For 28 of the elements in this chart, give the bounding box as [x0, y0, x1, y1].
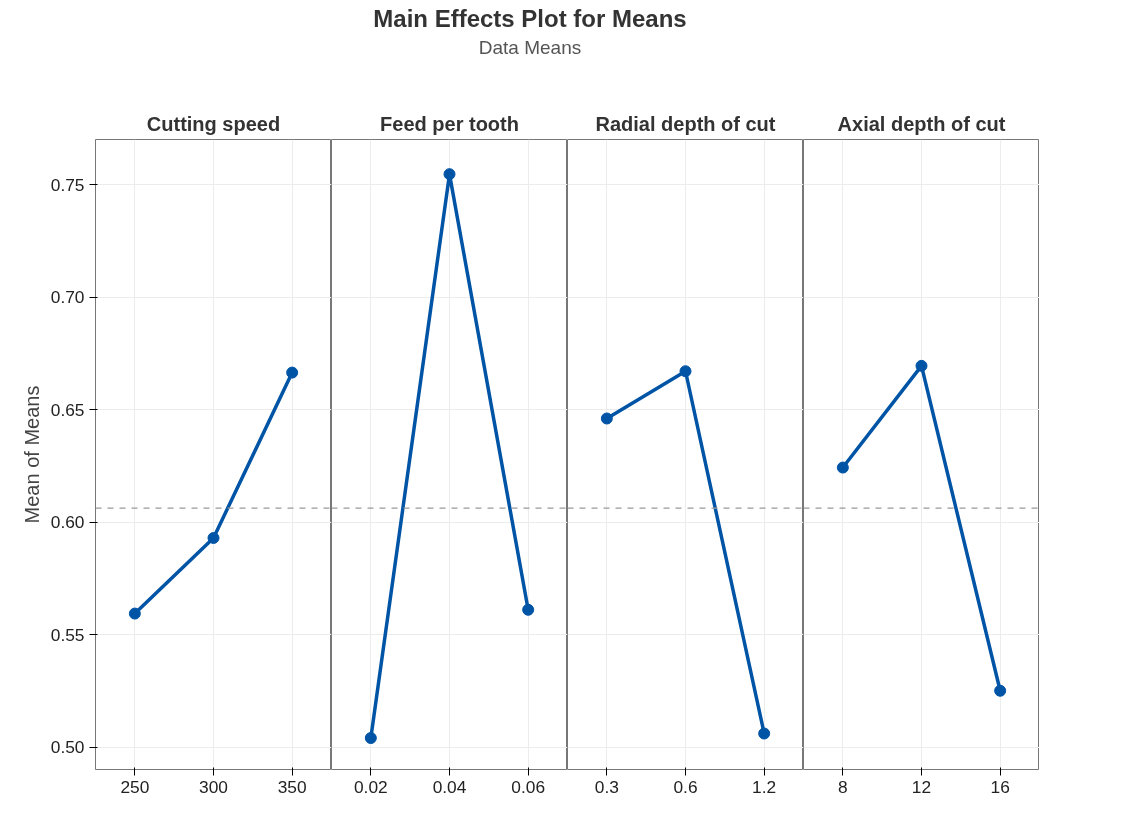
x-tick-label: 0.02 [353, 776, 388, 797]
y-axis-title: Mean of Means [20, 385, 43, 524]
y-tick-label: 0.70 [50, 287, 85, 307]
y-tick-label: 0.60 [50, 512, 85, 532]
point [286, 366, 299, 379]
chart-title: Cutting speed [146, 112, 281, 135]
x-tick-label: 0.3 [594, 776, 619, 797]
point [207, 531, 220, 544]
x-tick-label: 8 [838, 776, 848, 797]
chart-title: Radial depth of cut [595, 112, 776, 135]
y-tick-label: 0.75 [50, 174, 85, 195]
x-tick-label: 0.04 [432, 776, 467, 797]
x-tick-label: 0.06 [511, 776, 546, 797]
x-tick-label: 250 [120, 776, 150, 797]
y-tick-label: 0.55 [50, 624, 85, 645]
y-tick-label: 0.50 [50, 737, 85, 757]
x-tick-label: 1.2 [752, 776, 777, 797]
x-tick-label: 350 [277, 776, 307, 797]
x-tick-label: 16 [990, 776, 1010, 797]
x-tick-label: 12 [911, 776, 932, 797]
chart-title: Axial depth of cut [837, 112, 1006, 135]
y-tick-label: 0.65 [50, 399, 85, 420]
text: Main Effects Plot for Means [372, 5, 688, 33]
chart-title: Feed per tooth [380, 112, 519, 135]
point [128, 607, 141, 620]
x-tick-label: 0.6 [673, 776, 698, 797]
text: Data Means [477, 37, 583, 59]
x-tick-label: 300 [199, 776, 228, 797]
